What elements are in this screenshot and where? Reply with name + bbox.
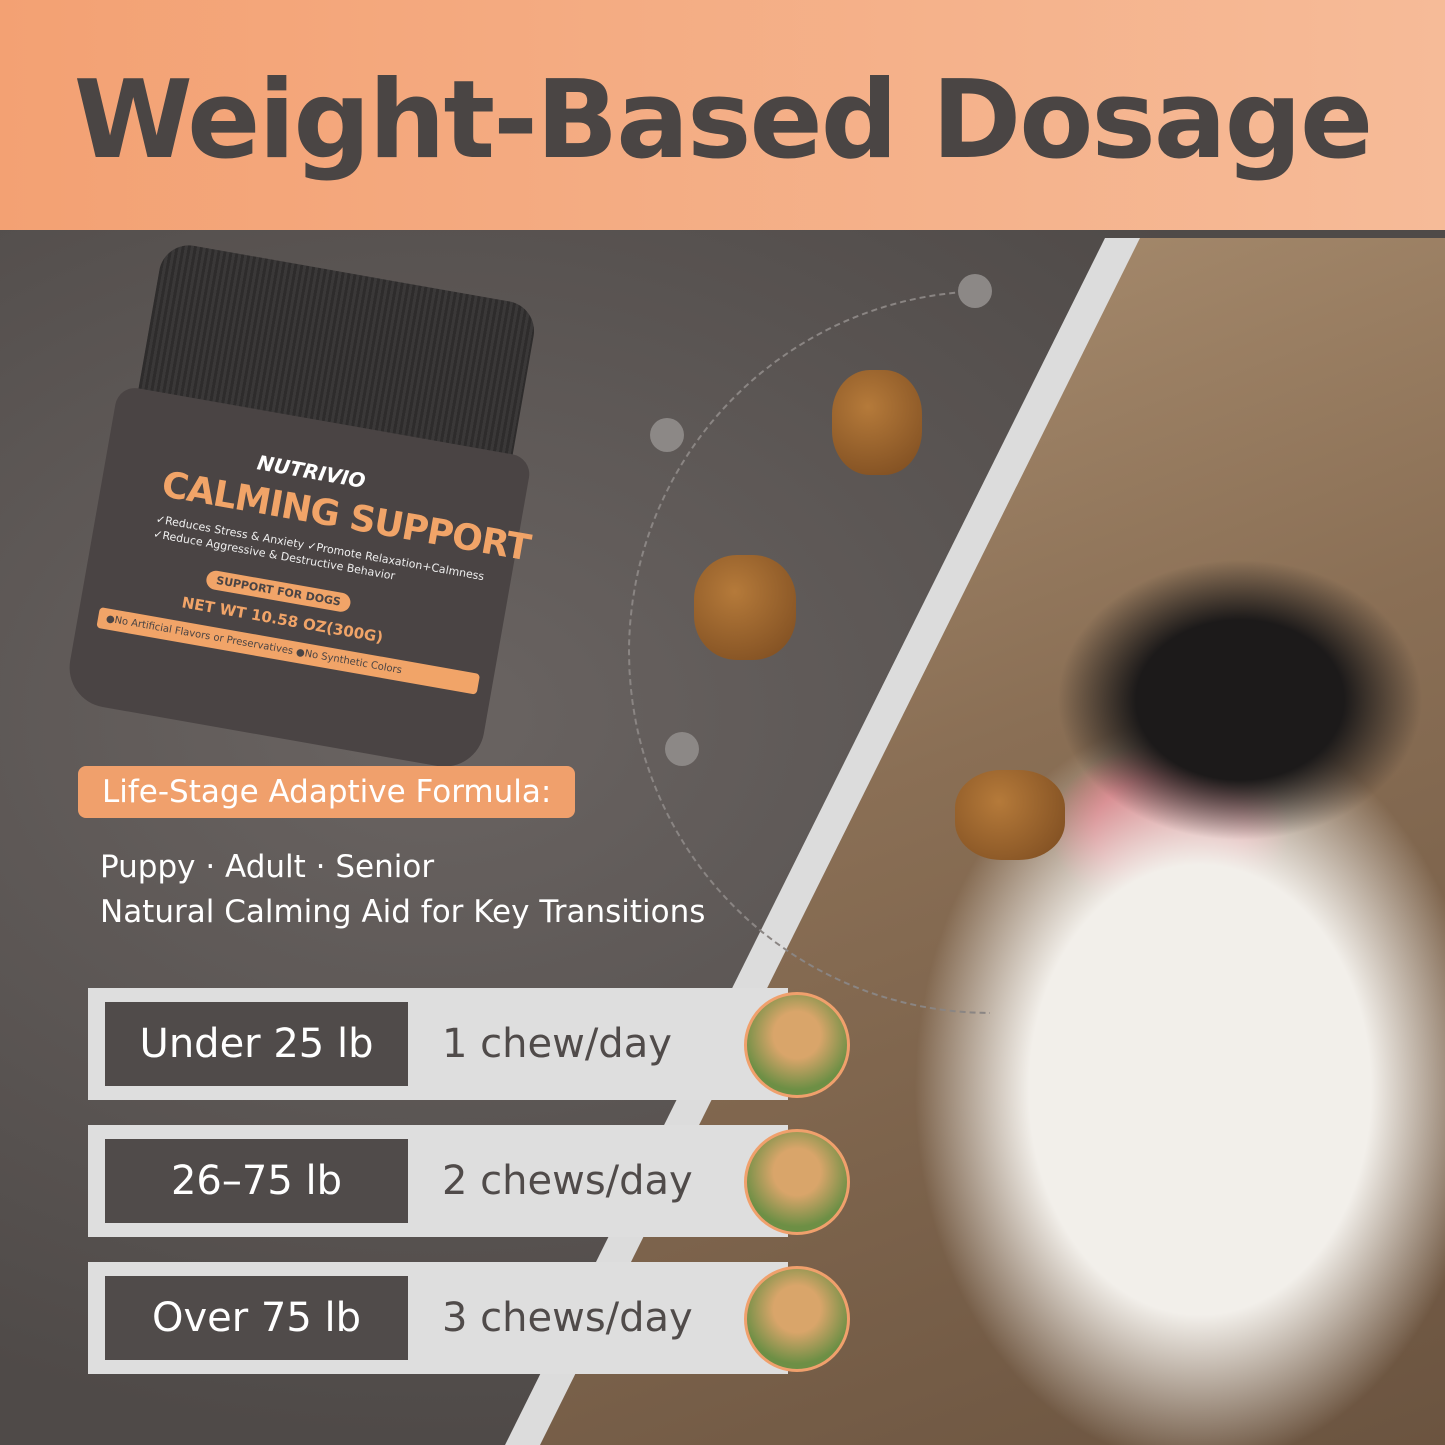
header-banner: Weight-Based Dosage — [0, 0, 1445, 230]
chew-image — [955, 770, 1065, 860]
dosage-row: Over 75 lb 3 chews/day — [88, 1262, 850, 1374]
puppy-avatar — [744, 992, 850, 1098]
orbit-dot — [958, 274, 992, 308]
dose-label: 1 chew/day — [442, 1021, 672, 1067]
dosage-row: 26–75 lb 2 chews/day — [88, 1125, 850, 1237]
dosage-row: Under 25 lb 1 chew/day — [88, 988, 850, 1100]
weight-label: 26–75 lb — [105, 1139, 408, 1223]
orbit-dot — [650, 418, 684, 452]
formula-label: Life-Stage Adaptive Formula: — [78, 766, 576, 818]
weight-label: Over 75 lb — [105, 1276, 408, 1360]
dose-label: 2 chews/day — [442, 1158, 693, 1204]
dog-avatar — [744, 1129, 850, 1235]
dose-label: 3 chews/day — [442, 1295, 693, 1341]
orbit-dot — [665, 732, 699, 766]
page-title: Weight-Based Dosage — [73, 58, 1373, 183]
chew-image — [832, 370, 922, 475]
product-jar: NUTRIVIO CALMING SUPPORT ✓Reduces Stress… — [42, 234, 578, 787]
chew-image — [694, 555, 796, 660]
formula-description: Puppy · Adult · Senior Natural Calming A… — [100, 849, 706, 930]
weight-label: Under 25 lb — [105, 1002, 408, 1086]
large-dog-avatar — [744, 1266, 850, 1372]
